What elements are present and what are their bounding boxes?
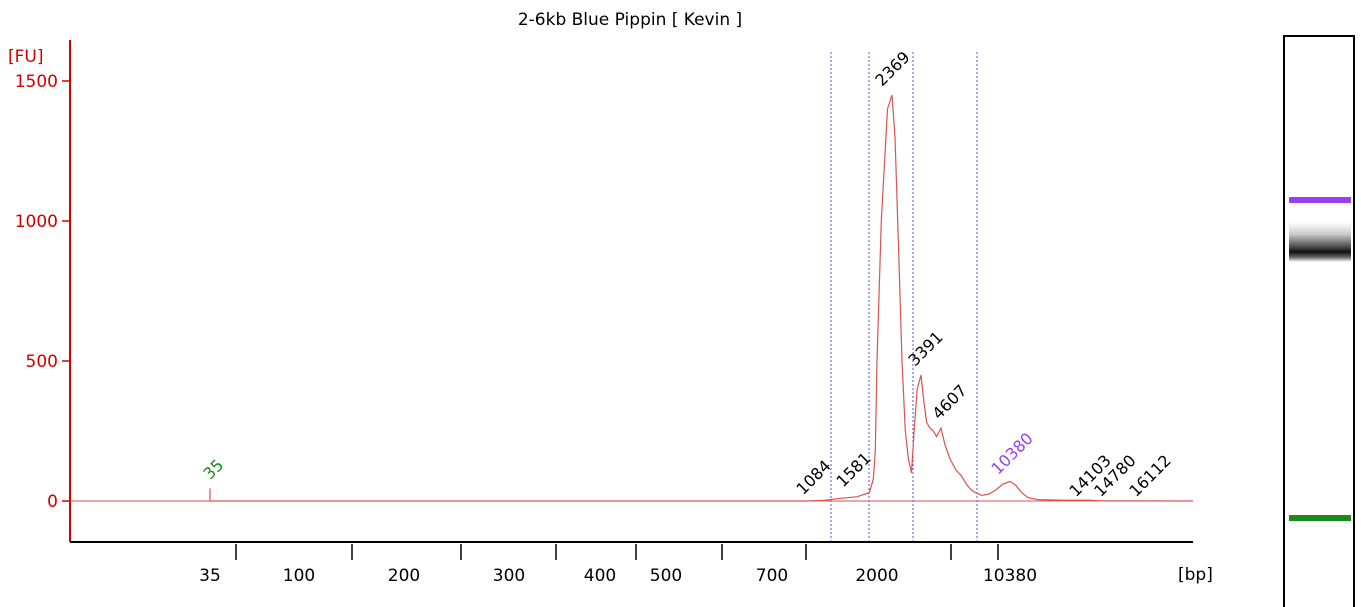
x-tick-label-35: 35 (199, 566, 221, 586)
gel-lane (1283, 35, 1355, 607)
y-tick-label-1000: 1000 (15, 212, 58, 232)
peak-label-10380: 10380 (987, 429, 1036, 478)
x-tick-label-200: 200 (388, 566, 420, 586)
x-tick-label-400: 400 (584, 566, 616, 586)
x-tick-label-100: 100 (283, 566, 315, 586)
sample-smear (1289, 222, 1351, 262)
axes: 0 500 1000 1500 35 100 200 300 400 500 700 2000 1038… (15, 40, 1193, 586)
x-tick-label-10380: 10380 (983, 566, 1037, 586)
upper-marker-band (1289, 197, 1351, 203)
peak-label-2369: 2369 (871, 48, 913, 90)
peak-label-4607: 4607 (928, 381, 970, 423)
y-tick-label-500: 500 (26, 352, 58, 372)
peak-label-1084: 1084 (792, 456, 834, 498)
x-axis-unit: [bp] (1178, 565, 1213, 585)
y-tick-label-1500: 1500 (15, 72, 58, 92)
x-tick-label-300: 300 (493, 566, 525, 586)
x-tick-label-700: 700 (756, 566, 788, 586)
x-tick-label-2000: 2000 (855, 566, 898, 586)
marker-lines (830, 52, 978, 542)
chart-title: 2-6kb Blue Pippin [ Kevin ] (518, 10, 742, 30)
peak-label-1581: 1581 (832, 449, 874, 491)
y-axis-unit: [FU] (8, 47, 44, 67)
peak-label-3391: 3391 (904, 328, 946, 370)
peak-label-35: 35 (199, 455, 227, 483)
trace-layer (209, 94, 1194, 502)
trace-line (209, 94, 1194, 502)
y-tick-label-0: 0 (47, 492, 58, 512)
x-tick-label-500: 500 (650, 566, 682, 586)
lower-marker-band (1289, 515, 1351, 521)
